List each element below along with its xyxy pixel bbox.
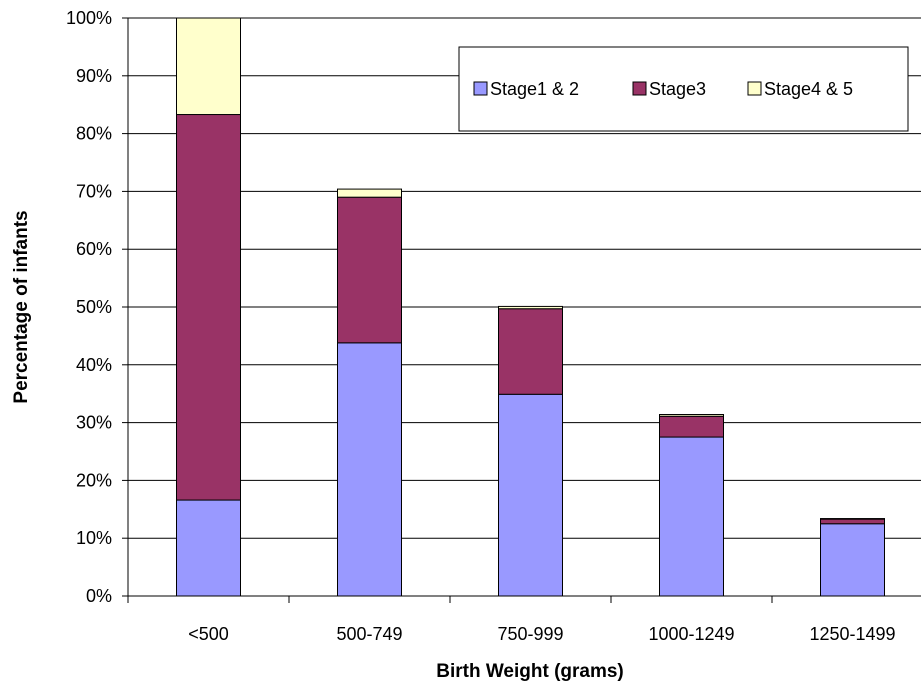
y-tick-label: 0% — [86, 586, 112, 606]
bar-segment — [337, 342, 402, 597]
bar-segment — [659, 414, 724, 417]
bar-segment — [498, 308, 563, 395]
y-tick-label: 90% — [76, 66, 112, 86]
bar-segment — [820, 518, 885, 520]
legend: Stage1 & 2 Stage3 Stage4 & 5 — [458, 46, 909, 132]
x-tick-label: 1000-1249 — [648, 624, 734, 644]
legend-swatch — [632, 81, 647, 96]
bars — [176, 17, 885, 597]
y-tick-labels: 0% 10% 20% 30% 40% 50% 60% 70% 80% 90% 100% — [66, 8, 112, 606]
legend-box — [458, 46, 909, 132]
y-tick-label: 10% — [76, 528, 112, 548]
y-tick-label: 20% — [76, 470, 112, 490]
x-tick-label: 500-749 — [336, 624, 402, 644]
x-tick-label: 750-999 — [497, 624, 563, 644]
bar-segment — [820, 518, 885, 525]
y-tick-label: 30% — [76, 413, 112, 433]
legend-label: Stage3 — [649, 79, 706, 99]
x-tick-label: 1250-1499 — [809, 624, 895, 644]
y-tick-label: 60% — [76, 239, 112, 259]
y-axis-title: Percentage of infants — [11, 210, 32, 403]
axes — [122, 17, 921, 603]
legend-label: Stage1 & 2 — [490, 79, 579, 99]
y-tick-label: 50% — [76, 297, 112, 317]
x-tick-labels: <500 500-749 750-999 1000-1249 1250-1499 — [188, 624, 895, 644]
x-tick-label: <500 — [188, 624, 229, 644]
legend-swatch — [747, 81, 762, 96]
bar-segment — [337, 196, 402, 344]
bar-segment — [498, 305, 563, 310]
x-axis-title: Birth Weight (grams) — [436, 661, 624, 682]
bar-segment — [176, 499, 241, 597]
bar-segment — [820, 523, 885, 597]
y-tick-label: 80% — [76, 124, 112, 144]
bar-segment — [176, 114, 241, 501]
y-tick-label: 100% — [66, 8, 112, 28]
bar-segment — [337, 188, 402, 198]
bar-segment — [659, 436, 724, 597]
bar-segment — [498, 393, 563, 597]
bar-segment — [659, 415, 724, 438]
legend-swatch — [473, 81, 488, 96]
y-tick-label: 70% — [76, 181, 112, 201]
y-tick-label: 40% — [76, 355, 112, 375]
legend-label: Stage4 & 5 — [764, 79, 853, 99]
bar-segment — [176, 17, 241, 116]
